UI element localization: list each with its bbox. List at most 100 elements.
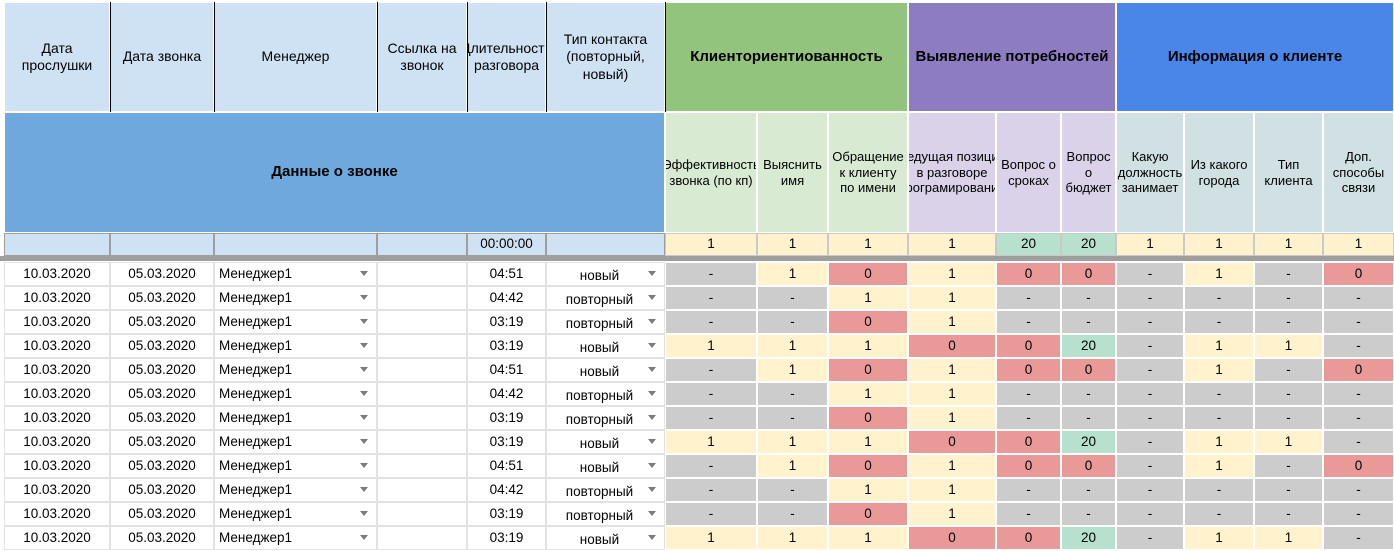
column-divider[interactable] (546, 2, 547, 112)
score-cell[interactable]: 1 (908, 406, 996, 430)
score-cell[interactable]: - (996, 310, 1061, 334)
score-cell[interactable]: 1 (908, 262, 996, 286)
score-cell[interactable]: 1 (908, 454, 996, 478)
score-cell[interactable]: - (1116, 382, 1184, 406)
score-cell[interactable]: - (1116, 358, 1184, 382)
duration-cell[interactable]: 04:51 (467, 262, 546, 286)
score-cell[interactable]: 0 (996, 334, 1061, 358)
duration-cell[interactable]: 03:19 (467, 526, 546, 550)
score-cell[interactable]: 0 (1323, 262, 1394, 286)
score-cell[interactable]: - (996, 406, 1061, 430)
listen-date-cell[interactable]: 10.03.2020 (4, 262, 110, 286)
score-cell[interactable]: 0 (996, 262, 1061, 286)
chevron-down-icon[interactable] (648, 319, 656, 324)
score-cell[interactable]: - (1116, 286, 1184, 310)
criterion-header-6[interactable]: Какую должность занимает (1116, 112, 1184, 233)
criterion-header-4[interactable]: Вопрос о сроках (996, 112, 1061, 233)
call-link-cell[interactable] (377, 358, 467, 382)
score-cell[interactable]: - (1116, 454, 1184, 478)
score-cell[interactable]: 1 (908, 502, 996, 526)
score-cell[interactable]: - (757, 310, 828, 334)
score-cell[interactable]: - (996, 478, 1061, 502)
score-cell[interactable]: - (1184, 310, 1254, 334)
chevron-down-icon[interactable] (360, 391, 368, 396)
chevron-down-icon[interactable] (648, 487, 656, 492)
score-cell[interactable]: - (1254, 454, 1323, 478)
weight-value[interactable]: 20 (996, 233, 1061, 256)
score-cell[interactable]: - (1061, 478, 1116, 502)
call-link-cell[interactable] (377, 406, 467, 430)
chevron-down-icon[interactable] (360, 511, 368, 516)
weight-value[interactable]: 1 (757, 233, 828, 256)
score-cell[interactable]: - (1061, 286, 1116, 310)
call-date-cell[interactable]: 05.03.2020 (110, 334, 214, 358)
score-cell[interactable]: 1 (757, 430, 828, 454)
header-col-4[interactable]: Длительность разговора (467, 2, 546, 112)
score-cell[interactable]: - (1184, 502, 1254, 526)
score-cell[interactable]: - (996, 382, 1061, 406)
manager-dropdown[interactable]: Менеджер1 (214, 334, 377, 358)
call-link-cell[interactable] (377, 454, 467, 478)
manager-dropdown[interactable]: Менеджер1 (214, 382, 377, 406)
call-link-cell[interactable] (377, 430, 467, 454)
score-cell[interactable]: 1 (828, 526, 908, 550)
score-cell[interactable]: 1 (908, 358, 996, 382)
duration-cell[interactable]: 04:51 (467, 454, 546, 478)
score-cell[interactable]: - (1116, 430, 1184, 454)
weight-value[interactable]: 20 (1061, 233, 1116, 256)
chevron-down-icon[interactable] (360, 439, 368, 444)
header-col-3[interactable]: Ссылка на звонок (377, 2, 467, 112)
call-date-cell[interactable]: 05.03.2020 (110, 358, 214, 382)
duration-cell[interactable]: 04:42 (467, 382, 546, 406)
score-cell[interactable]: 1 (757, 262, 828, 286)
score-cell[interactable]: - (1323, 526, 1394, 550)
call-date-cell[interactable]: 05.03.2020 (110, 478, 214, 502)
score-cell[interactable]: 1 (1184, 334, 1254, 358)
listen-date-cell[interactable]: 10.03.2020 (4, 286, 110, 310)
column-divider[interactable] (214, 2, 215, 112)
weight-value[interactable]: 1 (1184, 233, 1254, 256)
score-cell[interactable]: 1 (757, 334, 828, 358)
score-cell[interactable]: 1 (757, 526, 828, 550)
score-cell[interactable]: 1 (665, 430, 757, 454)
call-date-cell[interactable]: 05.03.2020 (110, 454, 214, 478)
contact-type-dropdown[interactable]: повторный (546, 310, 665, 334)
score-cell[interactable]: - (1184, 406, 1254, 430)
score-cell[interactable]: - (1254, 310, 1323, 334)
chevron-down-icon[interactable] (360, 487, 368, 492)
criterion-header-8[interactable]: Тип клиента (1254, 112, 1323, 233)
score-cell[interactable]: - (1184, 382, 1254, 406)
criterion-header-1[interactable]: Выяснить имя (757, 112, 828, 233)
score-cell[interactable]: - (1116, 478, 1184, 502)
manager-dropdown[interactable]: Менеджер1 (214, 310, 377, 334)
manager-dropdown[interactable]: Менеджер1 (214, 502, 377, 526)
score-cell[interactable]: - (757, 286, 828, 310)
manager-dropdown[interactable]: Менеджер1 (214, 526, 377, 550)
call-link-cell[interactable] (377, 310, 467, 334)
score-cell[interactable]: 0 (1323, 454, 1394, 478)
score-cell[interactable]: 0 (996, 430, 1061, 454)
call-date-cell[interactable]: 05.03.2020 (110, 382, 214, 406)
score-cell[interactable]: - (665, 478, 757, 502)
criterion-header-2[interactable]: Обращение к клиенту по имени (828, 112, 908, 233)
column-divider[interactable] (110, 2, 111, 112)
score-cell[interactable]: - (1323, 478, 1394, 502)
contact-type-dropdown[interactable]: повторный (546, 406, 665, 430)
duration-cell[interactable]: 03:19 (467, 406, 546, 430)
listen-date-cell[interactable]: 10.03.2020 (4, 454, 110, 478)
listen-date-cell[interactable]: 10.03.2020 (4, 358, 110, 382)
manager-dropdown[interactable]: Менеджер1 (214, 454, 377, 478)
score-cell[interactable]: - (1254, 382, 1323, 406)
chevron-down-icon[interactable] (360, 535, 368, 540)
score-cell[interactable]: - (1323, 334, 1394, 358)
score-cell[interactable]: 1 (1254, 526, 1323, 550)
weight-duration[interactable]: 00:00:00 (467, 233, 546, 256)
score-cell[interactable]: 1 (908, 310, 996, 334)
column-divider[interactable] (665, 2, 666, 112)
chevron-down-icon[interactable] (648, 415, 656, 420)
score-cell[interactable]: 0 (1323, 358, 1394, 382)
criterion-header-9[interactable]: Доп. способы связи (1323, 112, 1394, 233)
chevron-down-icon[interactable] (648, 463, 656, 468)
chevron-down-icon[interactable] (360, 319, 368, 324)
duration-cell[interactable]: 03:19 (467, 502, 546, 526)
